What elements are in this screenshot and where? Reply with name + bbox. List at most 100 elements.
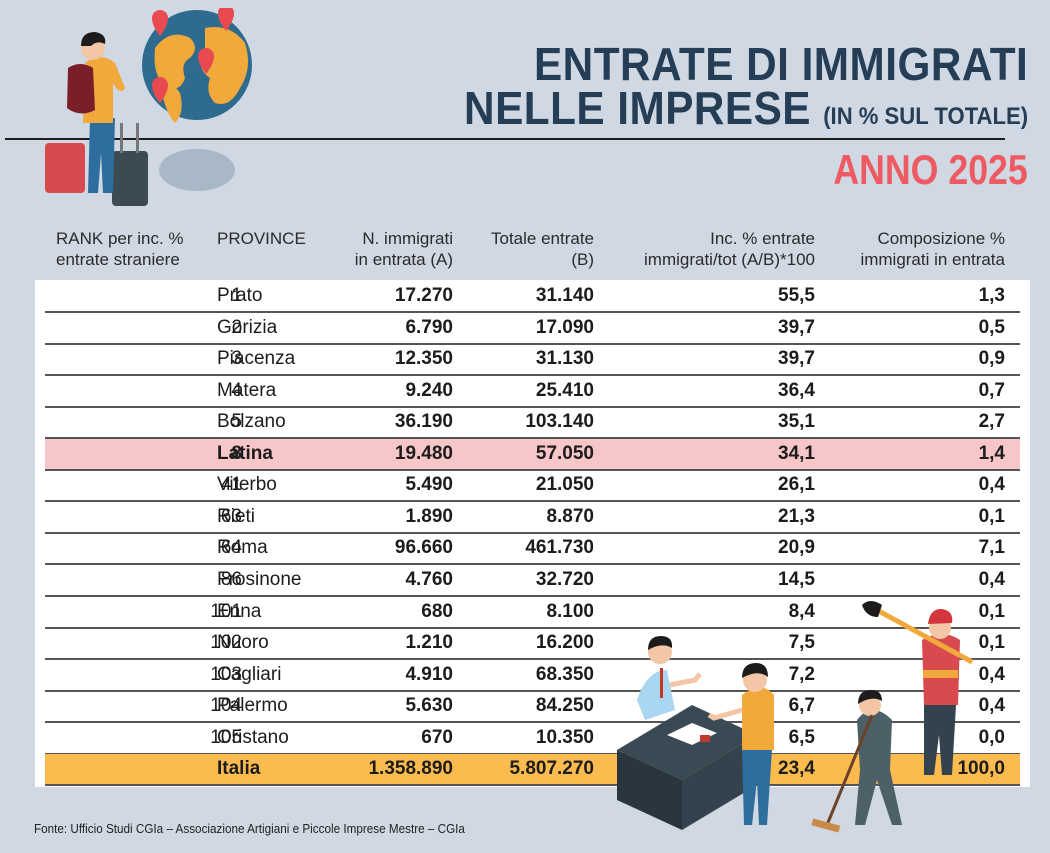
table-row: 63 Rieti 1.890 8.870 21,3 0,1 [45, 502, 1020, 534]
cell-total: 21.050 [535, 474, 594, 496]
cell-province: Roma [217, 537, 268, 559]
cell-total: 8.870 [546, 505, 594, 527]
cell-incidence: 6,5 [788, 726, 815, 748]
cell-composition: 0,9 [978, 348, 1005, 370]
cell-province: Prato [217, 285, 263, 306]
cell-rank: 4 [231, 379, 242, 401]
cell-incidence: 6,7 [788, 695, 815, 717]
title-line-2: NELLE IMPRESE (IN % SUL TOTALE) [464, 84, 1028, 141]
cell-province: Nuoro [217, 632, 269, 654]
cell-incidence: 26,1 [778, 474, 815, 496]
cell-rank: 41 [220, 474, 242, 496]
table-row: 103 Cagliari 4.910 68.350 7,2 0,4 [45, 660, 1020, 692]
cell-province: Enna [217, 600, 262, 622]
cell-total: 17.090 [535, 316, 594, 338]
title-subtitle: (IN % SUL TOTALE) [823, 103, 1028, 130]
header-composition: Composizione % immigrati in entrata [860, 228, 1005, 270]
cell-composition: 0,4 [978, 568, 1005, 590]
cell-immigrants: 1.358.890 [368, 758, 453, 780]
header-total: Totale entrate (B) [491, 228, 594, 270]
cell-province: Cagliari [217, 663, 282, 685]
cell-composition: 0,0 [978, 726, 1005, 748]
header-province: PROVINCE [217, 228, 306, 249]
cell-province: Gorizia [217, 316, 278, 338]
cell-incidence: 23,4 [778, 758, 815, 780]
header-rank: RANK per inc. % entrate straniere [56, 228, 184, 270]
cell-composition: 0,1 [978, 632, 1005, 654]
cell-immigrants: 12.350 [394, 348, 453, 370]
cell-province: Bolzano [217, 411, 286, 433]
cell-rank: 8 [231, 442, 242, 464]
table-row: 2 Gorizia 6.790 17.090 39,7 0,5 [45, 313, 1020, 345]
cell-province: Oristano [217, 726, 289, 748]
table-row: 64 Roma 96.660 461.730 20,9 7,1 [45, 533, 1020, 566]
table-row: 105 Oristano 670 10.350 6,5 0,0 [45, 723, 1020, 755]
cell-total: 103.140 [525, 411, 594, 433]
cell-composition: 1,3 [978, 285, 1005, 306]
cell-province: Palermo [217, 695, 288, 717]
cell-incidence: 14,5 [778, 568, 815, 590]
cell-rank: 101 [210, 600, 242, 622]
table-row: 102 Nuoro 1.210 16.200 7,5 0,1 [45, 628, 1020, 661]
cell-composition: 100,0 [957, 758, 1005, 780]
cell-total: 16.200 [535, 632, 594, 654]
cell-rank: 1 [231, 285, 242, 306]
table-row: 101 Enna 680 8.100 8,4 0,1 [45, 597, 1020, 629]
cell-composition: 0,7 [978, 379, 1005, 401]
cell-incidence: 39,7 [778, 348, 815, 370]
cell-immigrants: 96.660 [394, 537, 453, 559]
cell-total: 5.807.270 [509, 758, 594, 780]
cell-rank: 3 [231, 348, 242, 370]
cell-incidence: 8,4 [788, 600, 815, 622]
cell-total: 461.730 [525, 537, 594, 559]
traveler-with-globe-icon [45, 8, 252, 206]
cell-rank: 5 [231, 411, 242, 433]
source-note: Fonte: Ufficio Studi CGIa – Associazione… [34, 821, 465, 836]
cell-immigrants: 1.890 [405, 505, 453, 527]
table-row: 104 Palermo 5.630 84.250 6,7 0,4 [45, 691, 1020, 724]
table-row: 1 Prato 17.270 31.140 55,5 1,3 [45, 281, 1020, 313]
cell-immigrants: 670 [421, 726, 453, 748]
cell-incidence: 34,1 [778, 442, 815, 464]
header-incidence-line2: immigrati/tot (A/B)*100 [644, 250, 815, 269]
cell-composition: 7,1 [978, 537, 1005, 559]
header-composition-line1: Composizione % [877, 229, 1005, 248]
year-label: ANNO 2025 [833, 146, 1028, 193]
cell-incidence: 55,5 [778, 285, 815, 306]
header-province-line1: PROVINCE [217, 229, 306, 248]
header-incidence: Inc. % entrate immigrati/tot (A/B)*100 [644, 228, 815, 270]
cell-immigrants: 1.210 [405, 632, 453, 654]
header-rank-line2: entrate straniere [56, 250, 180, 269]
cell-rank: 2 [231, 316, 242, 338]
cell-incidence: 20,9 [778, 537, 815, 559]
cell-immigrants: 4.760 [405, 568, 453, 590]
header-total-line2: (B) [571, 250, 594, 269]
cell-incidence: 36,4 [778, 379, 815, 401]
cell-province: Italia [217, 758, 261, 780]
header-composition-line2: immigrati in entrata [860, 250, 1005, 269]
cell-immigrants: 19.480 [394, 442, 453, 464]
table-row: 3 Piacenza 12.350 31.130 39,7 0,9 [45, 344, 1020, 377]
cell-rank: 64 [220, 537, 242, 559]
cell-immigrants: 680 [421, 600, 453, 622]
cell-composition: 0,4 [978, 695, 1005, 717]
title-main: NELLE IMPRESE [463, 82, 811, 134]
cell-province: Piacenza [217, 348, 296, 370]
table-row: 4 Matera 9.240 25.410 36,4 0,7 [45, 376, 1020, 408]
cell-incidence: 7,5 [788, 632, 815, 654]
header-immigrants: N. immigrati in entrata (A) [355, 228, 453, 270]
cell-immigrants: 5.630 [405, 695, 453, 717]
cell-total: 32.720 [535, 568, 594, 590]
cell-total: 57.050 [535, 442, 594, 464]
workers-illustration [617, 601, 974, 833]
cell-total: 31.140 [535, 285, 594, 306]
cell-composition: 0,4 [978, 663, 1005, 685]
cell-composition: 2,7 [978, 411, 1005, 433]
cell-rank: 102 [210, 632, 242, 654]
cell-immigrants: 4.910 [405, 663, 453, 685]
cell-composition: 1,4 [978, 442, 1005, 464]
cell-total: 68.350 [535, 663, 594, 685]
cell-rank: 104 [210, 695, 242, 717]
cell-province: Viterbo [217, 474, 277, 496]
cell-total: 8.100 [546, 600, 594, 622]
